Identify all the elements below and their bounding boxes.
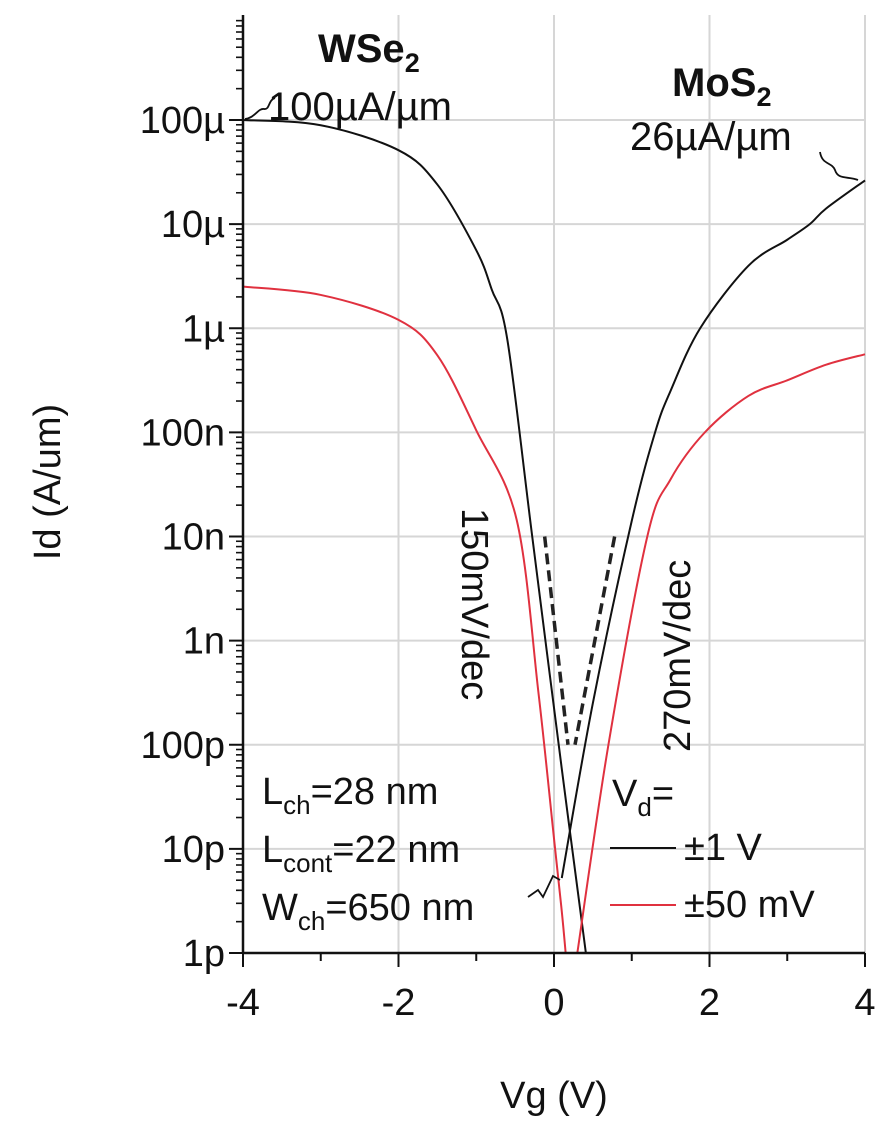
param-lch: Lch=28 nm <box>262 771 438 820</box>
param-lcont: Lcont=22 nm <box>262 829 460 878</box>
x-tick-label: -4 <box>226 982 260 1024</box>
legend-label-50mv: ±50 mV <box>684 884 815 926</box>
mos2-current-label: 26µA/µm <box>630 115 792 159</box>
legend-title: Vd= <box>612 773 674 822</box>
x-tick-label: 0 <box>543 982 564 1024</box>
y-tick-label: 1n <box>183 621 225 663</box>
y-tick-label: 100µ <box>140 100 225 142</box>
wse2-label: WSe2 <box>318 27 420 78</box>
x-tick-label: 4 <box>854 982 875 1024</box>
mos2-leader <box>819 151 859 181</box>
x-tick-label: 2 <box>699 982 720 1024</box>
y-tick-label: 10n <box>162 517 225 559</box>
series-lines <box>242 119 866 954</box>
legend: Vd= ±1 V ±50 mV <box>610 773 815 926</box>
slope-label-wse2: 150mV/dec <box>453 508 495 700</box>
legend-label-1v: ±1 V <box>684 827 763 869</box>
y-tick-label: 100p <box>140 725 225 767</box>
slope-guide-line <box>542 536 570 745</box>
series-line-wse2-vd-1-v <box>242 119 587 954</box>
axes <box>229 15 866 967</box>
y-axis-label: Id (A/um) <box>27 404 69 560</box>
slope-label-mos2: 270mV/dec <box>657 560 699 752</box>
x-tick-label: -2 <box>382 982 416 1024</box>
slope-guide-line <box>573 536 617 746</box>
y-tick-label: 1µ <box>182 308 225 350</box>
y-tick-label: 100n <box>140 412 225 454</box>
param-wch: Wch=650 nm <box>262 887 474 936</box>
wch-leader <box>527 874 561 899</box>
mos2-label: MoS2 <box>672 61 771 112</box>
x-axis-label: Vg (V) <box>500 1075 608 1117</box>
series-line-mos2-vd-50-mv <box>576 353 866 954</box>
series-line-mos2-vd-1-v <box>560 179 866 879</box>
y-tick-label: 1p <box>183 933 225 975</box>
tick-labels: -4 -2 0 2 4 1p 10p 100p 1n 10n 100n 1µ 10µ 100µ <box>140 100 876 1024</box>
wse2-leader <box>244 97 276 120</box>
slope-guides <box>542 536 617 746</box>
series-line-wse2-vd-50-mv <box>242 285 567 954</box>
y-tick-label: 10p <box>162 829 225 871</box>
y-tick-label: 10µ <box>161 204 225 246</box>
wse2-current-label: 100µA/µm <box>268 85 452 129</box>
